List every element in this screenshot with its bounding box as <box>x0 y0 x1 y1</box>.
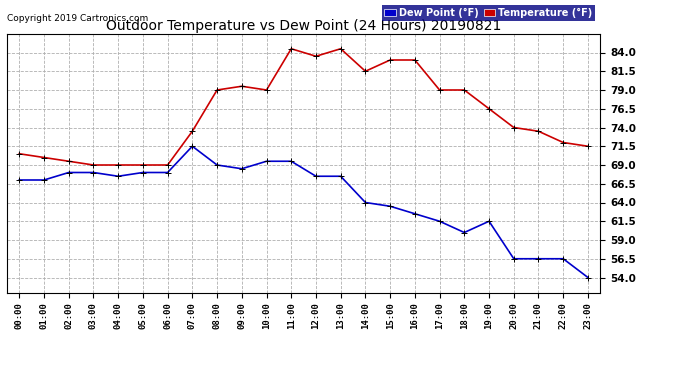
Text: Copyright 2019 Cartronics.com: Copyright 2019 Cartronics.com <box>7 14 148 23</box>
Title: Outdoor Temperature vs Dew Point (24 Hours) 20190821: Outdoor Temperature vs Dew Point (24 Hou… <box>106 19 502 33</box>
Legend: Dew Point (°F), Temperature (°F): Dew Point (°F), Temperature (°F) <box>382 5 595 21</box>
